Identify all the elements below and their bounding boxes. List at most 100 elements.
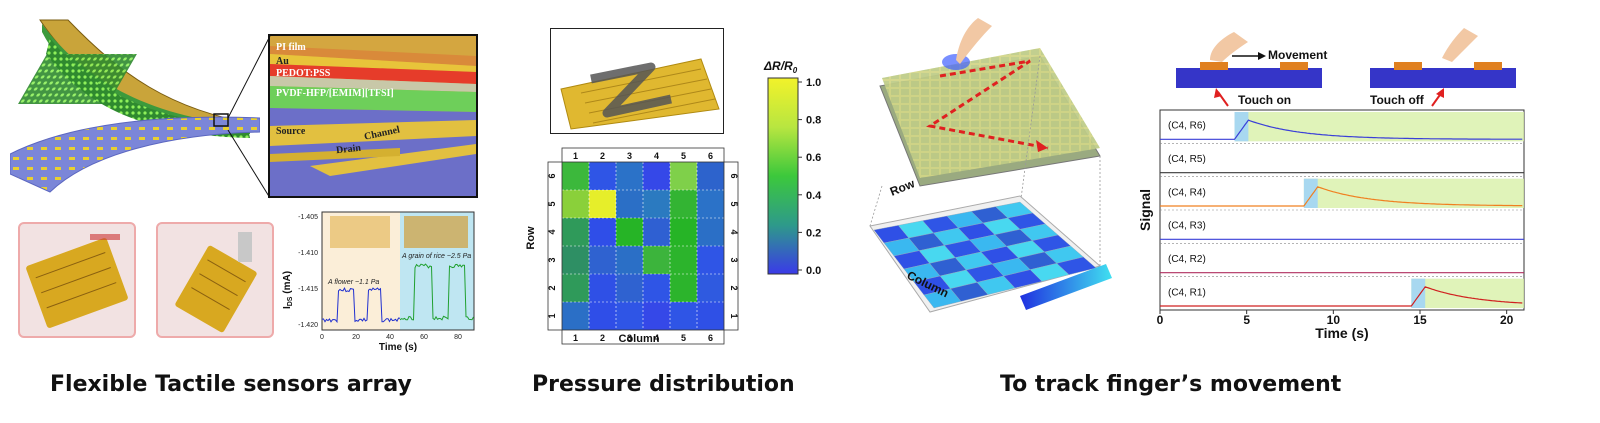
ids-ytick: -1.405 — [298, 214, 318, 221]
heatmap-cell — [562, 274, 589, 302]
heatmap-cell — [589, 302, 616, 330]
signal-xtick: 20 — [1500, 313, 1514, 327]
signal-xtick: 15 — [1413, 313, 1427, 327]
signal-xlabel: Time (s) — [1315, 325, 1368, 341]
heatmap-cell — [643, 246, 670, 274]
heatmap-cell — [670, 190, 697, 218]
trace-active-band — [1411, 278, 1524, 308]
heatmap-cell — [670, 218, 697, 246]
heatmap-row-label-right: 3 — [729, 257, 739, 262]
pressure-colorbar: ΔR/R0 1.0 0.8 0.6 0.4 0.2 0.0 — [763, 59, 822, 277]
colorbar-tick: 0.0 — [806, 265, 821, 277]
heatmap-row-label-left: 5 — [547, 201, 557, 206]
heatmap-cell — [643, 162, 670, 190]
heatmap-cell — [616, 218, 643, 246]
trace-active-band — [1234, 112, 1524, 142]
layer-stack-inset: PI film Au PEDOT:PSS PVDF-HFP/[EMIM][TFS… — [268, 34, 478, 198]
trace-label: (C4, R2) — [1168, 254, 1206, 265]
heatmap-cell — [616, 302, 643, 330]
caption-middle: Pressure distribution — [532, 372, 795, 397]
heatmap-cell — [697, 274, 724, 302]
colorbar-tick: 1.0 — [806, 77, 821, 89]
sensor-photo-1 — [18, 222, 136, 338]
ids-ylabel: IDS (mA) — [282, 271, 294, 309]
trace-label: (C4, R4) — [1168, 187, 1206, 198]
trace-label: (C4, R6) — [1168, 121, 1206, 132]
curved-sensor-illustration — [10, 19, 260, 193]
ids-xtick: 20 — [352, 334, 360, 341]
heatmap-col-label-top: 4 — [654, 151, 659, 161]
movement-schematic: Movement Touch on Touch off — [1176, 28, 1516, 107]
heatmap-cell — [589, 218, 616, 246]
pressure-heatmap: 1 1 2 2 3 3 4 4 5 5 6 6 6 6 5 5 4 4 3 3 2 2 1 1 Column Row — [525, 147, 739, 345]
layer-label-source: Source — [276, 126, 306, 137]
heatmap-row-label-right: 5 — [729, 201, 739, 206]
trace-line — [1160, 186, 1523, 207]
layer-label-pvdf: PVDF-HFP/[EMIM][TFSI] — [276, 88, 394, 99]
heatmap-col-label-bottom: 2 — [600, 333, 605, 343]
tracking-3d-illustration: Row Column — [869, 18, 1112, 313]
heatmap-row-label-left: 4 — [547, 229, 557, 234]
heatmap-col-label-bottom: 6 — [708, 333, 713, 343]
heatmap-row-label-right: 6 — [729, 173, 739, 178]
heatmap-col-label-top: 2 — [600, 151, 605, 161]
heatmap-col-label-bottom: 1 — [573, 333, 578, 343]
layer-label-au: Au — [276, 56, 289, 67]
signal-xtick: 10 — [1327, 313, 1341, 327]
heatmap-cell — [562, 162, 589, 190]
heatmap-cell — [697, 162, 724, 190]
ids-xtick: 60 — [420, 334, 428, 341]
heatmap-cell — [616, 162, 643, 190]
heatmap-row-label-left: 1 — [547, 313, 557, 318]
signal-xtick: 0 — [1157, 313, 1164, 327]
caption-left: Flexible Tactile sensors array — [50, 372, 412, 397]
trace-line — [1160, 119, 1523, 140]
heatmap-cell — [562, 218, 589, 246]
heatmap-row-label-right: 1 — [729, 313, 739, 318]
heatmap-col-label-top: 3 — [627, 151, 632, 161]
heatmap-cell — [670, 302, 697, 330]
ids-ytick: -1.420 — [298, 322, 318, 329]
layer-label-pedot: PEDOT:PSS — [276, 68, 331, 79]
ids-ytick: -1.415 — [298, 286, 318, 293]
annotation-rice: A grain of rice ~2.5 Pa — [401, 253, 471, 260]
trace-line — [1160, 286, 1523, 307]
trace-label: (C4, R1) — [1168, 287, 1206, 298]
colorbar-tick: 0.8 — [806, 115, 821, 127]
ids-ytick: -1.410 — [298, 250, 318, 257]
heatmap-row-label-right: 2 — [729, 285, 739, 290]
heatmap-cell — [643, 190, 670, 218]
heatmap-cell — [589, 274, 616, 302]
trace-label: (C4, R3) — [1168, 221, 1206, 232]
trace-label: (C4, R5) — [1168, 154, 1206, 165]
heatmap-col-label-bottom: 4 — [654, 333, 659, 343]
layer-label-pi-film: PI film — [276, 42, 306, 53]
heatmap-cell — [670, 246, 697, 274]
heatmap-cell — [643, 274, 670, 302]
signal-ylabel: Signal — [1137, 189, 1153, 231]
heatmap-cell — [643, 218, 670, 246]
heatmap-cell — [562, 190, 589, 218]
heatmap-cell — [697, 190, 724, 218]
sensor-photo-z — [550, 28, 724, 134]
heatmap-cell — [589, 190, 616, 218]
heatmap-cell — [616, 246, 643, 274]
ids-xtick: 80 — [454, 334, 462, 341]
heatmap-cell — [697, 246, 724, 274]
heatmap-cell — [697, 302, 724, 330]
ids-xtick: 40 — [386, 334, 394, 341]
ids-xlabel: Time (s) — [379, 342, 417, 353]
heatmap-cell — [589, 246, 616, 274]
heatmap-cell — [697, 218, 724, 246]
heatmap-cell — [643, 302, 670, 330]
heatmap-col-label-bottom: 3 — [627, 333, 632, 343]
proj-row-label: Row — [888, 176, 917, 199]
sensor-photo-2 — [156, 222, 274, 338]
colorbar-tick: 0.6 — [806, 152, 821, 164]
signal-xtick: 5 — [1243, 313, 1250, 327]
caption-right: To track finger’s movement — [1000, 372, 1342, 397]
heatmap-cell — [589, 162, 616, 190]
touch-on-label: Touch on — [1238, 93, 1291, 107]
heatmap-cell — [562, 246, 589, 274]
touch-off-label: Touch off — [1370, 93, 1425, 107]
